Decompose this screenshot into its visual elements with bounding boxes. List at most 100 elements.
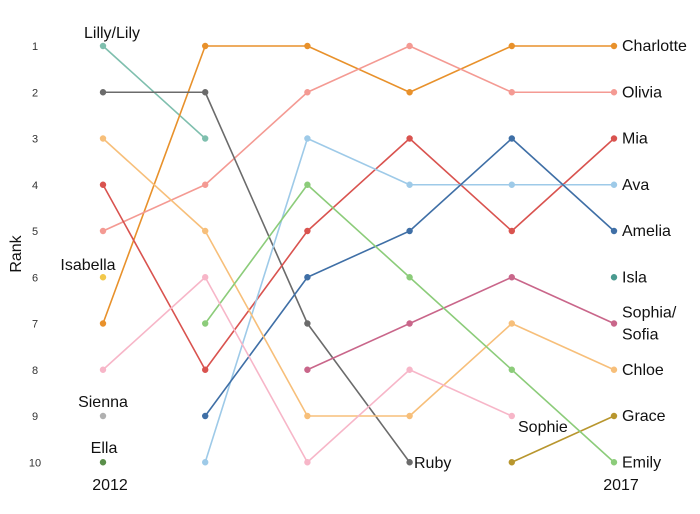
series-label-sophie: Sophie: [518, 419, 568, 436]
point-olivia-2013: [202, 181, 209, 188]
series-line-emily: [204, 183, 309, 325]
point-lilly-lily-2012: [99, 42, 107, 50]
series-lines: [102, 45, 615, 464]
series-label-emily: Emily: [622, 454, 661, 471]
point-sophia-sofia-2016: [508, 274, 515, 281]
series-label-sienna: Sienna: [78, 394, 128, 411]
point-isla-2017: [610, 274, 618, 281]
series-line-ruby: [306, 322, 411, 464]
point-sophia-sofia-2014: [304, 366, 311, 373]
series-line-amelia: [510, 137, 615, 232]
point-olivia-2012: [99, 227, 107, 235]
point-sophie-2014: [304, 459, 311, 466]
y-tick-5: 5: [32, 226, 38, 238]
series-line-sophia-sofia: [408, 276, 513, 325]
point-isabella-2012: [99, 274, 107, 281]
series-line-chloe: [204, 230, 309, 417]
point-sophie-2012: [99, 366, 107, 373]
y-tick-1: 1: [32, 41, 38, 53]
point-olivia-2017: [610, 89, 618, 96]
point-olivia-2016: [508, 89, 515, 96]
point-mia-2016: [508, 227, 515, 235]
point-emily-2014: [304, 181, 311, 188]
point-sophia-sofia-2017: [610, 320, 618, 327]
series-label-ava: Ava: [622, 177, 649, 194]
series-line-mia: [102, 183, 206, 371]
point-lilly-lily-2013: [202, 135, 209, 142]
point-amelia-2016: [508, 135, 515, 142]
point-emily-2013: [202, 320, 209, 327]
series-line-emily: [510, 368, 615, 464]
series-points: [99, 42, 618, 466]
series-line-chloe: [408, 322, 513, 417]
point-chloe-2015: [406, 412, 413, 420]
series-line-olivia: [102, 183, 206, 232]
point-charlotte-2017: [610, 42, 618, 50]
point-ruby-2013: [202, 89, 209, 96]
point-ava-2015: [406, 181, 413, 188]
point-sophia-sofia-2015: [406, 320, 413, 327]
point-ava-2017: [610, 181, 618, 188]
series-label-isla: Isla: [622, 269, 647, 286]
point-sienna-2012: [99, 412, 107, 420]
series-label-amelia: Amelia: [622, 223, 671, 240]
series-line-grace: [510, 415, 615, 464]
series-label-ruby: Ruby: [414, 455, 451, 472]
point-ruby-2012: [99, 89, 107, 96]
y-tick-8: 8: [32, 365, 38, 377]
y-tick-9: 9: [32, 411, 38, 423]
series-labels: Lilly/Lily Charlotte Olivia Ruby Mia Ava Ameli…: [60, 25, 687, 472]
point-charlotte-2016: [508, 42, 515, 50]
series-line-mia: [306, 137, 411, 232]
series-line-sophie: [204, 276, 309, 464]
series-line-ruby: [204, 91, 309, 325]
point-amelia-2017: [610, 227, 618, 235]
series-line-sophia-sofia: [510, 276, 615, 325]
point-grace-2016: [508, 459, 515, 466]
series-label-charlotte: Charlotte: [622, 38, 687, 55]
point-chloe-2014: [304, 412, 311, 420]
series-label-mia: Mia: [622, 131, 648, 148]
x-tick-labels: 2012 2017: [92, 477, 639, 494]
series-line-chloe: [510, 322, 615, 371]
point-mia-2015: [406, 135, 413, 142]
point-charlotte-2013: [202, 42, 209, 50]
point-olivia-2015: [406, 42, 413, 50]
point-charlotte-2014: [304, 42, 311, 50]
point-amelia-2015: [406, 227, 413, 235]
series-line-amelia: [408, 137, 513, 232]
series-line-emily: [306, 183, 411, 279]
series-label-grace: Grace: [622, 408, 666, 425]
series-label-lilly-lily: Lilly/Lily: [84, 25, 140, 42]
series-line-ava: [306, 137, 411, 186]
point-chloe-2016: [508, 320, 515, 327]
point-sophie-2013: [202, 274, 209, 281]
series-line-sophie: [306, 368, 411, 464]
y-tick-2: 2: [32, 87, 38, 99]
series-label-sophia-sofia: Sophia/Sofia: [622, 305, 677, 344]
point-mia-2014: [304, 227, 311, 235]
y-tick-4: 4: [32, 180, 38, 192]
y-tick-3: 3: [32, 134, 38, 146]
series-line-sophie: [102, 276, 206, 371]
point-emily-2016: [508, 366, 515, 373]
point-mia-2013: [202, 366, 209, 373]
y-tick-labels: 1 2 3 4 5 6 7 8 9 10: [29, 41, 41, 469]
x-tick-2012: 2012: [92, 477, 128, 494]
point-ella-2012: [99, 459, 107, 466]
point-ava-2013: [202, 459, 209, 466]
y-tick-6: 6: [32, 272, 38, 284]
point-chloe-2012: [99, 135, 107, 142]
point-mia-2017: [610, 135, 618, 142]
point-emily-2017: [610, 459, 618, 466]
series-line-olivia: [204, 91, 309, 186]
series-line-emily: [408, 276, 513, 371]
series-label-isabella: Isabella: [60, 257, 115, 274]
series-label-chloe: Chloe: [622, 362, 664, 379]
point-mia-2012: [99, 181, 107, 188]
point-chloe-2013: [202, 227, 209, 235]
point-ruby-2015: [406, 459, 413, 466]
series-line-olivia: [306, 45, 411, 94]
point-olivia-2014: [304, 89, 311, 96]
